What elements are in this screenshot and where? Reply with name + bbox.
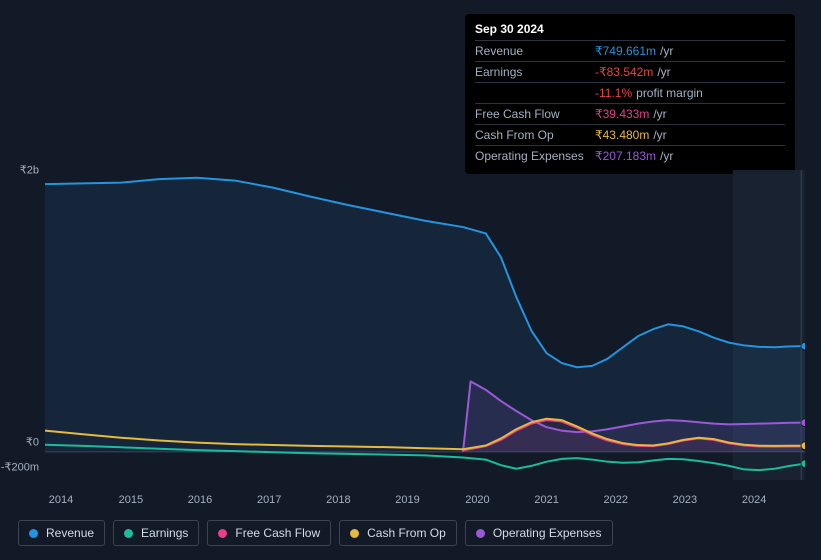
legend-dot-icon xyxy=(350,529,359,538)
legend-item-revenue[interactable]: Revenue xyxy=(18,520,105,546)
x-tick-label: 2017 xyxy=(257,494,281,506)
tooltip-metric-value: -11.1% xyxy=(595,86,632,100)
legend-label: Free Cash Flow xyxy=(235,526,320,540)
tooltip-metric-suffix: /yr xyxy=(653,107,666,121)
tooltip-metric-value: ₹39.433m xyxy=(595,107,649,121)
tooltip-metric-suffix: /yr xyxy=(660,149,673,163)
legend-item-operating-expenses[interactable]: Operating Expenses xyxy=(465,520,613,546)
tooltip-row: Revenue₹749.661m/yr xyxy=(475,40,785,61)
chart-tooltip: Sep 30 2024 Revenue₹749.661m/yrEarnings-… xyxy=(465,14,795,174)
legend-dot-icon xyxy=(476,529,485,538)
series-area-revenue xyxy=(45,178,805,452)
tooltip-metric-value: ₹207.183m xyxy=(595,149,656,163)
tooltip-metric-value: -₹83.542m xyxy=(595,65,653,79)
x-tick-label: 2023 xyxy=(673,494,697,506)
tooltip-row: Cash From Op₹43.480m/yr xyxy=(475,124,785,145)
tooltip-metric-label xyxy=(475,86,595,100)
tooltip-metric-label: Operating Expenses xyxy=(475,149,595,163)
x-tick-label: 2015 xyxy=(119,494,143,506)
legend-item-free-cash-flow[interactable]: Free Cash Flow xyxy=(207,520,331,546)
y-tick-label: ₹0 xyxy=(26,436,39,449)
legend-item-cash-from-op[interactable]: Cash From Op xyxy=(339,520,457,546)
legend-label: Earnings xyxy=(141,526,188,540)
tooltip-metric-suffix: /yr xyxy=(660,44,673,58)
legend-dot-icon xyxy=(124,529,133,538)
x-tick-label: 2014 xyxy=(49,494,73,506)
x-tick-label: 2018 xyxy=(326,494,350,506)
legend-label: Cash From Op xyxy=(367,526,446,540)
legend-label: Operating Expenses xyxy=(493,526,602,540)
chart-canvas xyxy=(45,170,805,480)
y-tick-label: ₹2b xyxy=(20,164,39,177)
chart-legend: Revenue Earnings Free Cash Flow Cash From O… xyxy=(18,520,613,546)
tooltip-metric-value: ₹43.480m xyxy=(595,128,649,142)
x-tick-label: 2016 xyxy=(188,494,212,506)
tooltip-row: Free Cash Flow₹39.433m/yr xyxy=(475,103,785,124)
legend-label: Revenue xyxy=(46,526,94,540)
tooltip-metric-suffix: /yr xyxy=(657,65,670,79)
tooltip-metric-suffix: /yr xyxy=(653,128,666,142)
x-tick-label: 2021 xyxy=(534,494,558,506)
tooltip-metric-label: Earnings xyxy=(475,65,595,79)
tooltip-row: -11.1% profit margin xyxy=(475,82,785,103)
x-tick-label: 2022 xyxy=(604,494,628,506)
tooltip-metric-value: ₹749.661m xyxy=(595,44,656,58)
x-tick-label: 2024 xyxy=(742,494,766,506)
tooltip-metric-label: Revenue xyxy=(475,44,595,58)
financial-chart: ₹2b₹0-₹200m 2014201520162017201820192020… xyxy=(45,170,805,480)
legend-dot-icon xyxy=(29,529,38,538)
legend-dot-icon xyxy=(218,529,227,538)
tooltip-metric-label: Free Cash Flow xyxy=(475,107,595,121)
tooltip-date: Sep 30 2024 xyxy=(475,22,785,36)
x-tick-label: 2020 xyxy=(465,494,489,506)
tooltip-row: Earnings-₹83.542m/yr xyxy=(475,61,785,82)
tooltip-metric-suffix: profit margin xyxy=(636,86,703,100)
y-tick-label: -₹200m xyxy=(1,460,39,473)
legend-item-earnings[interactable]: Earnings xyxy=(113,520,199,546)
x-tick-label: 2019 xyxy=(395,494,419,506)
tooltip-metric-label: Cash From Op xyxy=(475,128,595,142)
tooltip-row: Operating Expenses₹207.183m/yr xyxy=(475,145,785,166)
